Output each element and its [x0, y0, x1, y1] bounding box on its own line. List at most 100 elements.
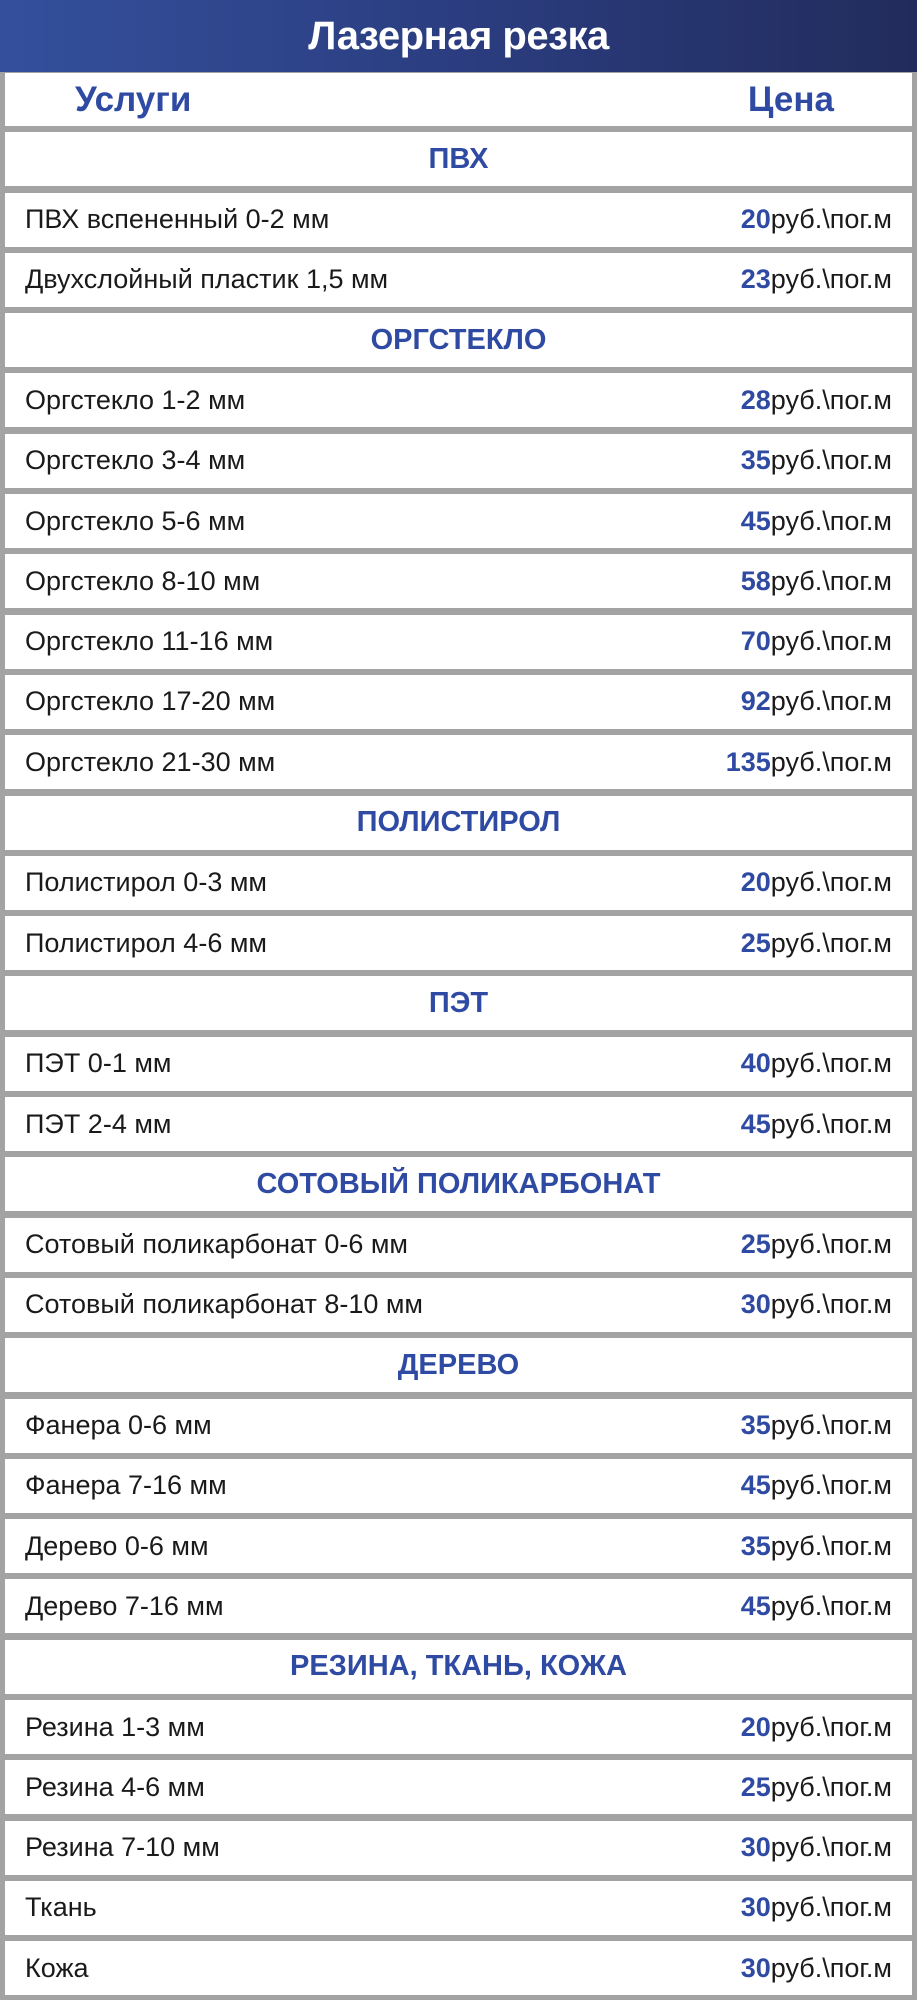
table-row: Дерево 0-6 мм 35руб.\пог.м [5, 1519, 912, 1574]
service-label: Оргстекло 21-30 мм [25, 746, 276, 777]
service-label: Оргстекло 11-16 мм [25, 626, 274, 657]
table-row: Резина 4-6 мм 25руб.\пог.м [5, 1760, 912, 1815]
price-cell: 70руб.\пог.м [741, 626, 892, 657]
table-row: Оргстекло 5-6 мм 45руб.\пог.м [5, 494, 912, 549]
table-row: Оргстекло 21-30 мм 135руб.\пог.м [5, 735, 912, 790]
price-unit: руб.\пог.м [770, 867, 892, 898]
price-value: 25 [740, 1229, 771, 1260]
price-unit: руб.\пог.м [770, 565, 892, 596]
price-unit: руб.\пог.м [770, 505, 892, 536]
price-unit: руб.\пог.м [770, 1771, 892, 1802]
table-row: Резина 7-10 мм 30руб.\пог.м [5, 1820, 912, 1875]
price-cell: 25руб.\пог.м [741, 928, 892, 959]
service-label: Двухслойный пластик 1,5 мм [25, 264, 389, 295]
table-row: Сотовый поликарбонат 8-10 мм 30руб.\пог.м [5, 1277, 912, 1332]
service-label: Оргстекло 3-4 мм [25, 445, 246, 476]
table-row: ПЭТ 0-1 мм 40руб.\пог.м [5, 1036, 912, 1091]
price-value: 45 [740, 1108, 771, 1139]
price-cell: 30руб.\пог.м [741, 1289, 892, 1320]
price-value: 23 [740, 264, 771, 295]
price-cell: 45руб.\пог.м [741, 1109, 892, 1140]
price-unit: руб.\пог.м [770, 1289, 892, 1320]
table-row: Оргстекло 17-20 мм 92руб.\пог.м [5, 674, 912, 729]
service-label: Сотовый поликарбонат 0-6 мм [25, 1229, 408, 1260]
service-label: ПЭТ 2-4 мм [25, 1108, 172, 1139]
table-row: Двухслойный пластик 1,5 мм 23руб.\пог.м [5, 252, 912, 307]
price-cell: 45руб.\пог.м [741, 1591, 892, 1622]
table-row: Дерево 7-16 мм 45руб.\пог.м [5, 1579, 912, 1634]
price-unit: руб.\пог.м [770, 1108, 892, 1139]
price-unit: руб.\пог.м [770, 204, 892, 235]
column-header-row: Услуги Цена [5, 73, 912, 126]
service-label: Фанера 7-16 мм [25, 1470, 227, 1501]
price-unit: руб.\пог.м [770, 626, 892, 657]
price-value: 35 [740, 445, 771, 476]
service-label: Полистирол 0-3 мм [25, 867, 267, 898]
category-header: ДЕРЕВО [5, 1338, 912, 1393]
price-unit: руб.\пог.м [770, 927, 892, 958]
price-unit: руб.\пог.м [770, 746, 892, 777]
service-label: Ткань [25, 1892, 97, 1923]
price-value: 45 [740, 1470, 771, 1501]
service-label: ПЭТ 0-1 мм [25, 1048, 172, 1079]
price-cell: 25руб.\пог.м [741, 1772, 892, 1803]
price-value: 20 [740, 867, 771, 898]
price-cell: 45руб.\пог.м [741, 506, 892, 537]
price-cell: 40руб.\пог.м [741, 1048, 892, 1079]
service-label: Оргстекло 5-6 мм [25, 505, 246, 536]
price-unit: руб.\пог.м [770, 1470, 892, 1501]
price-cell: 92руб.\пог.м [741, 686, 892, 717]
price-cell: 30руб.\пог.м [741, 1892, 892, 1923]
service-label: Оргстекло 17-20 мм [25, 686, 276, 717]
price-unit: руб.\пог.м [770, 1832, 892, 1863]
service-label: Фанера 0-6 мм [25, 1410, 212, 1441]
table-body: ПВХ ПВХ вспененный 0-2 мм 20руб.\пог.м Двух… [5, 132, 912, 1996]
price-unit: руб.\пог.м [770, 686, 892, 717]
price-cell: 23руб.\пог.м [741, 264, 892, 295]
price-unit: руб.\пог.м [770, 1711, 892, 1742]
price-value: 92 [740, 686, 771, 717]
price-value: 135 [725, 746, 771, 777]
table-row: Фанера 7-16 мм 45руб.\пог.м [5, 1458, 912, 1513]
table-row: Сотовый поликарбонат 0-6 мм 25руб.\пог.м [5, 1217, 912, 1272]
price-cell: 35руб.\пог.м [741, 445, 892, 476]
service-label: Сотовый поликарбонат 8-10 мм [25, 1289, 423, 1320]
price-unit: руб.\пог.м [770, 1229, 892, 1260]
price-cell: 20руб.\пог.м [741, 1712, 892, 1743]
category-header: СОТОВЫЙ ПОЛИКАРБОНАТ [5, 1157, 912, 1212]
price-unit: руб.\пог.м [770, 1952, 892, 1983]
column-header-price: Цена [747, 79, 834, 119]
price-unit: руб.\пог.м [770, 1590, 892, 1621]
table-row: Кожа 30руб.\пог.м [5, 1941, 912, 1996]
price-value: 30 [740, 1892, 771, 1923]
service-label: Оргстекло 8-10 мм [25, 565, 261, 596]
page-title: Лазерная резка [0, 0, 917, 72]
price-cell: 30руб.\пог.м [741, 1832, 892, 1863]
price-table: Услуги Цена ПВХ ПВХ вспененный 0-2 мм 20ру… [0, 73, 917, 1996]
table-row: Оргстекло 1-2 мм 28руб.\пог.м [5, 373, 912, 428]
price-value: 25 [740, 1771, 771, 1802]
price-value: 20 [740, 1711, 771, 1742]
price-cell: 20руб.\пог.м [741, 867, 892, 898]
service-label: ПВХ вспененный 0-2 мм [25, 204, 330, 235]
price-cell: 20руб.\пог.м [741, 204, 892, 235]
price-unit: руб.\пог.м [770, 1410, 892, 1441]
service-label: Резина 7-10 мм [25, 1832, 220, 1863]
table-row: ПВХ вспененный 0-2 мм 20руб.\пог.м [5, 192, 912, 247]
price-cell: 25руб.\пог.м [741, 1229, 892, 1260]
price-cell: 30руб.\пог.м [741, 1953, 892, 1984]
price-value: 30 [740, 1952, 771, 1983]
table-row: Фанера 0-6 мм 35руб.\пог.м [5, 1398, 912, 1453]
price-unit: руб.\пог.м [770, 1892, 892, 1923]
price-value: 30 [740, 1289, 771, 1320]
service-label: Кожа [25, 1952, 89, 1983]
table-row: Оргстекло 11-16 мм 70руб.\пог.м [5, 614, 912, 669]
price-cell: 135руб.\пог.м [726, 747, 892, 778]
category-header: ПОЛИСТИРОЛ [5, 795, 912, 850]
category-header: ПЭТ [5, 976, 912, 1031]
price-value: 40 [740, 1048, 771, 1079]
price-value: 45 [740, 1590, 771, 1621]
price-cell: 58руб.\пог.м [741, 566, 892, 597]
service-label: Дерево 0-6 мм [25, 1530, 209, 1561]
service-label: Полистирол 4-6 мм [25, 927, 267, 958]
